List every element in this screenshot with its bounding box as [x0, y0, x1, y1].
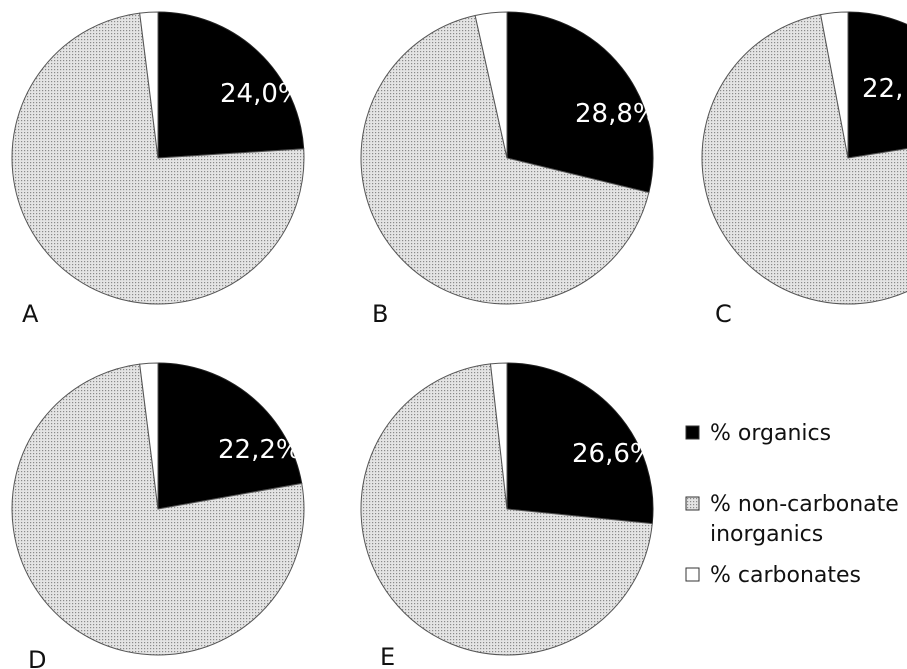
pie-c: 22, C [701, 11, 907, 328]
pie-e: 26,6% E [360, 362, 655, 669]
slice-c-organics [847, 11, 907, 159]
legend-swatch-noncarb [685, 496, 700, 511]
pie-d: 22,2% D [11, 362, 305, 669]
slice-e-noncarb [360, 363, 653, 656]
data-label-b: 28,8% [575, 99, 658, 129]
data-label-c: 22, [862, 74, 903, 104]
slice-d-organics [157, 362, 303, 510]
legend-label-noncarb: % non-carbonate [710, 492, 899, 517]
legend-label-carbonates: % carbonates [710, 563, 861, 588]
slice-e-carbonates [489, 362, 508, 510]
legend: % organics % non-carbonate inorganics % car… [685, 421, 899, 588]
legend-label-organics: % organics [710, 421, 831, 446]
slice-e-organics [506, 362, 654, 525]
legend-label-noncarb-1: inorganics [710, 522, 823, 547]
slice-d-carbonates [139, 362, 159, 510]
slice-a-organics [157, 11, 305, 159]
panel-label-e: E [380, 643, 395, 669]
legend-swatch-organics [685, 425, 700, 440]
slice-c-carbonates [820, 11, 849, 159]
data-label-a: 24,0% [220, 79, 303, 109]
panel-label-c: C [715, 300, 732, 328]
pie-a: 24,0% A [11, 11, 305, 328]
panel-label-a: A [22, 300, 39, 328]
legend-swatch-carbonates [685, 567, 700, 582]
data-label-e: 26,6% [572, 439, 655, 469]
slice-c-noncarb [701, 14, 907, 305]
slice-a-carbonates [139, 11, 159, 159]
slice-b-carbonates [474, 11, 508, 159]
slice-b-noncarb [360, 14, 650, 305]
panel-label-d: D [28, 646, 46, 669]
slice-a-noncarb [11, 12, 305, 305]
pie-b: 28,8% B [360, 11, 658, 328]
slice-b-organics [506, 11, 654, 194]
panel-label-b: B [372, 300, 388, 328]
data-label-d: 22,2% [218, 435, 301, 465]
slice-d-noncarb [11, 363, 305, 656]
